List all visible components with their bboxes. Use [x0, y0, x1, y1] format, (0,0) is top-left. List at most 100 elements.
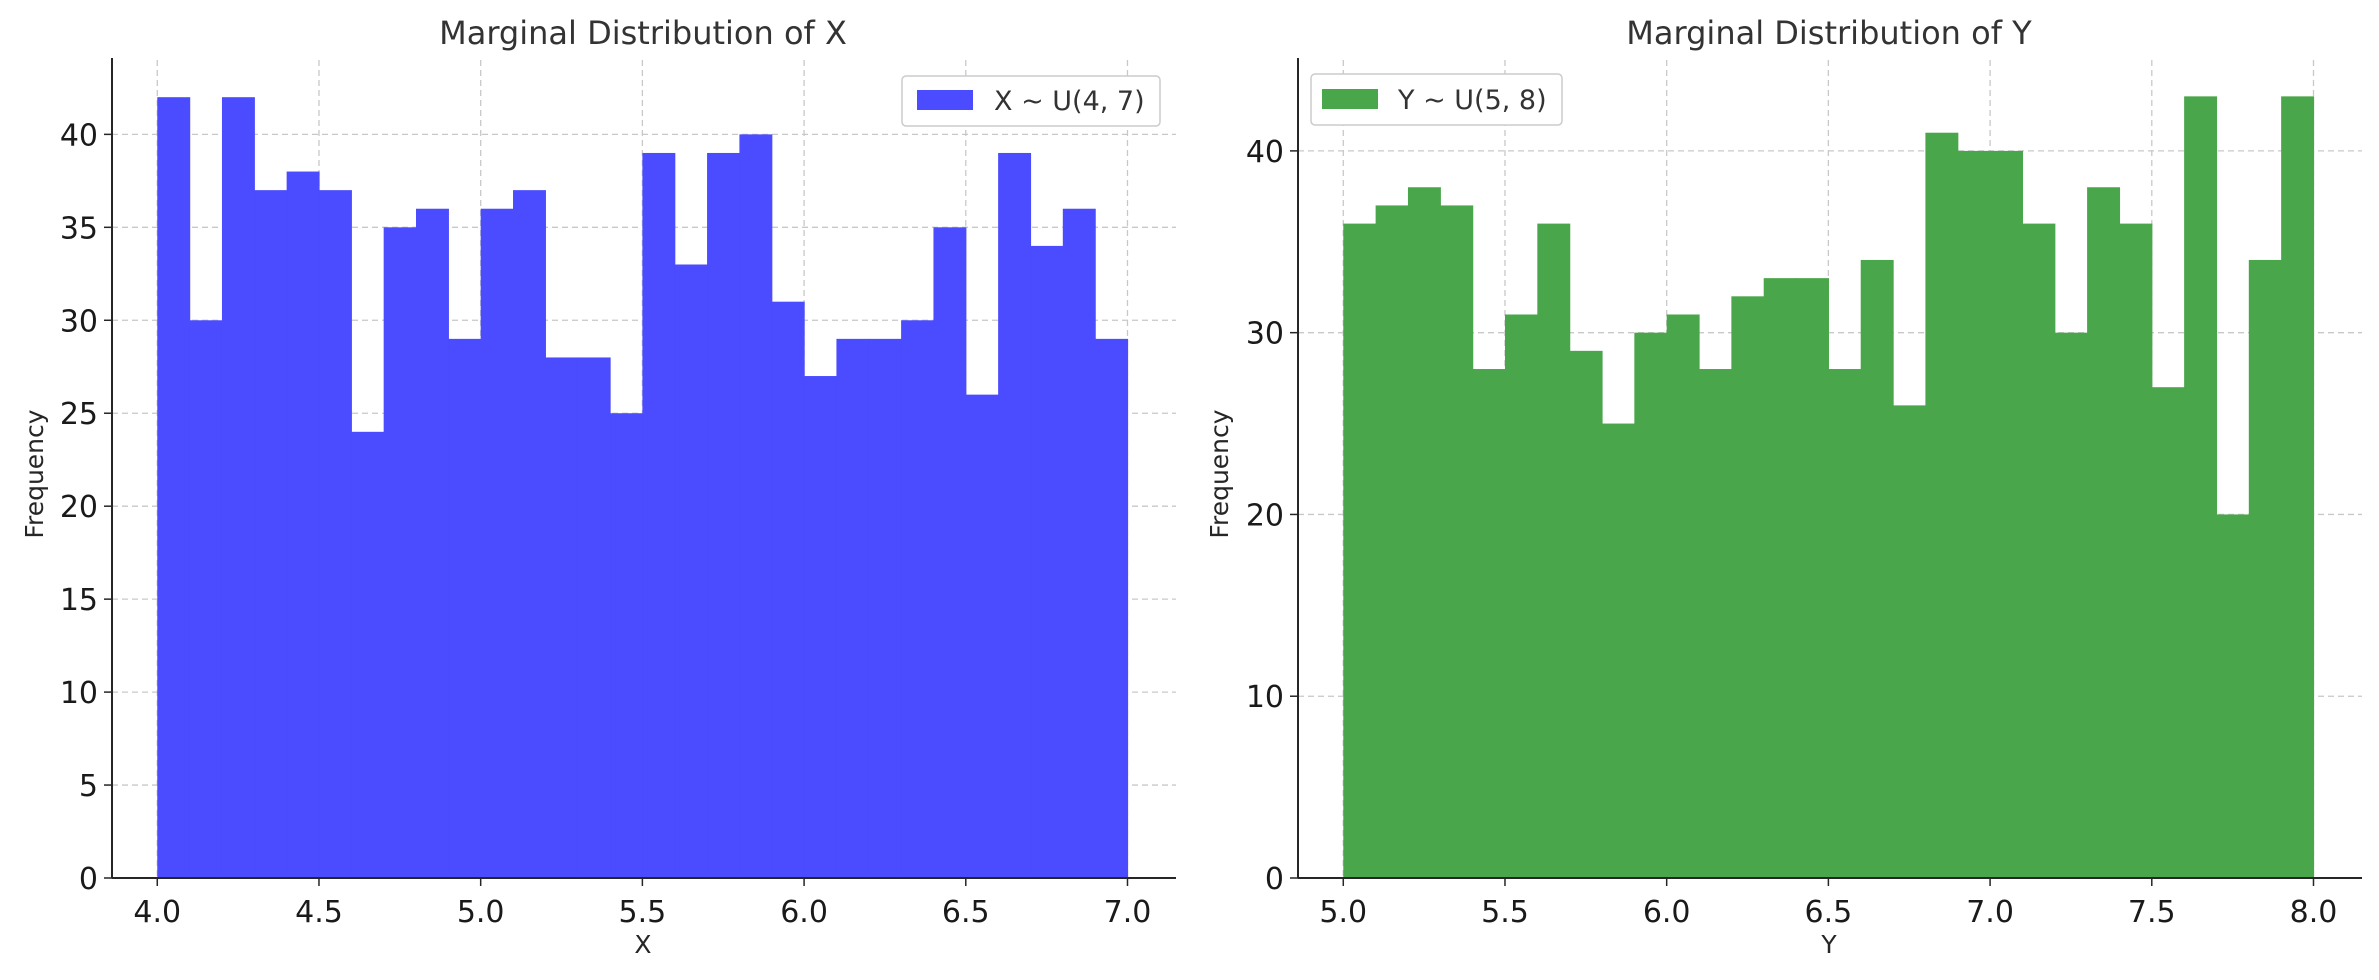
histogram-bar — [674, 264, 708, 878]
y-tick-label: 5 — [79, 769, 98, 804]
y-tick-label: 20 — [60, 490, 98, 525]
histogram-bar — [1990, 150, 2024, 878]
histogram-bar — [513, 190, 546, 879]
histogram-bar — [2281, 96, 2315, 879]
y-tick-label: 0 — [79, 862, 98, 897]
y-axis-label: Frequency — [1205, 409, 1234, 538]
histogram-bar — [2248, 259, 2282, 878]
histogram-bar — [2151, 387, 2185, 878]
histogram-bar — [1407, 187, 1441, 878]
x-tick-label: 7.0 — [1104, 895, 1152, 930]
histogram-bar — [1343, 223, 1377, 879]
histogram-bar — [1731, 296, 1765, 878]
histogram-bar — [1666, 314, 1700, 878]
y-tick-label: 30 — [60, 304, 98, 339]
histogram-bar — [286, 171, 320, 878]
histogram-bar — [1095, 338, 1129, 878]
histogram-bar — [610, 413, 643, 878]
histogram-bar — [383, 227, 417, 878]
y-tick-label: 10 — [60, 676, 98, 711]
y-tick-label: 35 — [60, 211, 98, 246]
histogram-bar — [416, 208, 449, 878]
histogram-bar — [448, 338, 482, 878]
histogram-bar — [1062, 208, 1096, 878]
y-tick-label: 20 — [1246, 498, 1284, 533]
histogram-bar — [351, 431, 385, 878]
histogram-bar — [1634, 332, 1668, 879]
x-tick-label: 5.0 — [457, 895, 505, 930]
x-tick-label: 5.5 — [1481, 895, 1529, 930]
histogram-bar — [1375, 205, 1409, 878]
y-axis-label: Frequency — [20, 409, 49, 538]
histogram-bar — [2087, 187, 2121, 878]
legend-box — [901, 75, 1161, 127]
histogram-bar — [2054, 332, 2088, 879]
histogram-bar — [1472, 369, 1506, 878]
histogram-bar — [771, 301, 805, 878]
histogram-bar — [1893, 405, 1927, 878]
x-tick-label: 4.0 — [133, 895, 181, 930]
x-tick-label: 7.5 — [2128, 895, 2176, 930]
histogram-bar — [254, 190, 288, 879]
histogram-bar — [1957, 150, 1991, 878]
histogram-bar — [1925, 132, 1959, 878]
x-tick-label: 5.5 — [619, 895, 667, 930]
histogram-bar — [2022, 223, 2056, 879]
histogram-bar — [933, 227, 967, 878]
chart-x-marginal: Marginal Distribution of X X Frequency 4… — [20, 14, 1176, 959]
histogram-bar — [1504, 314, 1538, 878]
x-axis-label: X — [634, 930, 651, 959]
histogram-bar — [901, 320, 935, 879]
histogram-bar — [965, 394, 999, 878]
x-tick-label: 8.0 — [2290, 895, 2338, 930]
y-tick-label: 40 — [1246, 135, 1284, 170]
histogram-bar — [836, 338, 870, 878]
histogram-bar — [707, 152, 741, 879]
histogram-bar — [739, 134, 773, 878]
histogram-bar — [1602, 423, 1635, 878]
histogram-bar — [1860, 259, 1894, 878]
legend-label: Y ~ U(5, 8) — [1397, 85, 1547, 116]
legend: X ~ U(4, 7) — [901, 75, 1161, 127]
legend-box — [1310, 73, 1563, 126]
bars — [157, 97, 1129, 879]
histogram-bar — [480, 208, 514, 878]
histogram-bar — [804, 376, 838, 878]
histogram-bar — [545, 357, 579, 878]
histogram-bar — [1537, 223, 1571, 879]
y-tick-label: 10 — [1246, 680, 1284, 715]
histogram-bar — [2184, 96, 2218, 879]
chart-title: Marginal Distribution of X — [439, 14, 847, 52]
histogram-bar — [1699, 369, 1732, 878]
axes: 4.0 4.5 5.0 5.5 6.0 6.5 7.0 0 5 10 15 20 25 30 35 40 — [60, 58, 1176, 930]
legend-label: X ~ U(4, 7) — [994, 86, 1145, 117]
histogram-bar — [1763, 278, 1797, 879]
y-tick-label: 40 — [60, 118, 98, 153]
y-tick-label: 30 — [1246, 317, 1284, 352]
bars — [1343, 96, 2315, 879]
x-tick-label: 6.5 — [942, 895, 990, 930]
histogram-bar — [642, 152, 676, 879]
histogram-bar — [868, 338, 902, 878]
histogram-bar — [998, 152, 1032, 879]
histogram-bar — [221, 97, 255, 878]
chart-title: Marginal Distribution of Y — [1626, 14, 2032, 52]
x-axis-label: Y — [1820, 930, 1837, 959]
y-tick-label: 0 — [1265, 862, 1284, 897]
histogram-bar — [2119, 223, 2153, 879]
chart-y-marginal: Marginal Distribution of Y Y Frequency 5… — [1205, 14, 2362, 959]
histogram-bar — [1796, 278, 1829, 879]
histogram-bar — [2216, 514, 2250, 878]
x-tick-label: 6.0 — [1643, 895, 1691, 930]
histogram-bar — [1030, 245, 1064, 879]
histogram-bar — [1440, 205, 1474, 878]
histogram-bar — [577, 357, 611, 878]
histogram-bar — [318, 190, 352, 879]
legend-swatch — [917, 90, 973, 110]
x-tick-label: 7.0 — [1966, 895, 2014, 930]
x-tick-label: 6.0 — [780, 895, 828, 930]
x-tick-label: 4.5 — [295, 895, 343, 930]
histogram-bar — [1828, 369, 1862, 878]
y-tick-label: 15 — [60, 583, 98, 618]
